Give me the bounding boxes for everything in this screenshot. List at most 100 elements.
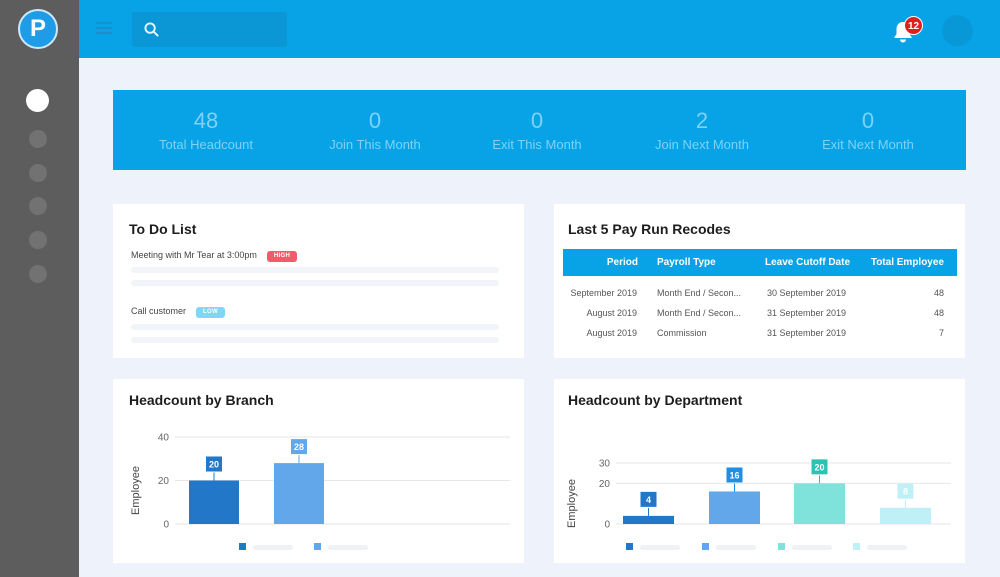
column-header[interactable]: Payroll Type bbox=[657, 257, 716, 268]
data-label-box bbox=[291, 439, 307, 455]
bar bbox=[189, 480, 239, 524]
legend-label-placeholder bbox=[716, 545, 756, 550]
payrun-title: Last 5 Pay Run Recodes bbox=[568, 221, 731, 237]
y-axis-label: Employee bbox=[566, 479, 578, 528]
table-cell: 30 September 2019 bbox=[767, 288, 847, 298]
chart-title: Headcount by Branch bbox=[129, 392, 274, 408]
table-cell: Commission bbox=[657, 328, 707, 338]
column-header[interactable]: Total Employee bbox=[870, 257, 944, 268]
table-cell: 7 bbox=[938, 328, 944, 338]
stat-exit-this-month: 0 Exit This Month bbox=[452, 108, 622, 154]
stat-label: Join Next Month bbox=[655, 137, 749, 152]
legend-label-placeholder bbox=[792, 545, 832, 550]
sidebar-item-6[interactable] bbox=[29, 265, 47, 283]
data-label-box bbox=[726, 467, 743, 483]
y-tick-label: 20 bbox=[158, 476, 170, 487]
skeleton-line bbox=[131, 280, 499, 286]
legend-label-placeholder bbox=[640, 545, 680, 550]
bar bbox=[623, 515, 674, 524]
data-label-box bbox=[206, 456, 222, 472]
branch-bar-chart: 0 20 40 Employee 20 28 bbox=[130, 433, 510, 550]
todo-item[interactable]: Meeting with Mr Tear at 3:00pm HIGH bbox=[131, 250, 298, 262]
data-label: 28 bbox=[294, 442, 304, 452]
column-header[interactable]: Period bbox=[606, 257, 638, 268]
department-bar-chart: 0 20 30 Employee 4 16 20 8 bbox=[566, 459, 951, 550]
department-chart-card: Headcount by Department 0 20 30 Employee 4 16… bbox=[554, 379, 965, 563]
stat-value: 48 bbox=[193, 108, 219, 133]
app-logo[interactable]: P bbox=[18, 9, 58, 49]
bar bbox=[274, 463, 324, 524]
legend-swatch bbox=[239, 543, 246, 550]
sidebar-item-2[interactable] bbox=[29, 130, 47, 148]
bar bbox=[794, 483, 845, 524]
y-tick-label: 20 bbox=[599, 479, 611, 490]
stat-label: Total Headcount bbox=[159, 137, 253, 152]
todo-title: To Do List bbox=[129, 221, 197, 237]
legend-swatch bbox=[626, 543, 633, 550]
table-cell: 48 bbox=[933, 308, 944, 318]
sidebar-item-4[interactable] bbox=[29, 197, 47, 215]
table-cell: August 2019 bbox=[586, 308, 637, 318]
skeleton-line bbox=[131, 324, 499, 330]
legend-label-placeholder bbox=[867, 545, 907, 550]
data-label: 20 bbox=[209, 460, 219, 470]
table-cell: Month End / Secon... bbox=[657, 308, 742, 318]
legend-label-placeholder bbox=[253, 545, 293, 550]
bar bbox=[709, 491, 760, 524]
logo-letter: P bbox=[29, 15, 46, 42]
stat-value: 0 bbox=[861, 108, 875, 133]
legend-swatch bbox=[314, 543, 321, 550]
y-tick-label: 0 bbox=[604, 520, 610, 531]
table-cell: August 2019 bbox=[586, 328, 637, 338]
priority-badge: LOW bbox=[196, 307, 225, 318]
data-label-box bbox=[897, 483, 914, 499]
legend-swatch bbox=[702, 543, 709, 550]
stat-total-headcount: 48 Total Headcount bbox=[121, 108, 291, 154]
sidebar-item-5[interactable] bbox=[29, 231, 47, 249]
y-axis-label: Employee bbox=[130, 466, 142, 515]
sidebar-item-dashboard[interactable] bbox=[26, 89, 49, 112]
top-header: 12 bbox=[79, 0, 1000, 58]
legend-swatch bbox=[853, 543, 860, 550]
data-label: 16 bbox=[729, 470, 739, 480]
payrun-card: Last 5 Pay Run Recodes Period Payroll Ty… bbox=[554, 204, 965, 358]
headcount-summary: 48 Total Headcount 0 Join This Month 0 E… bbox=[113, 90, 966, 170]
y-tick-label: 30 bbox=[599, 459, 611, 470]
table-cell: 31 September 2019 bbox=[767, 328, 847, 338]
data-label-box bbox=[811, 459, 828, 475]
todo-item[interactable]: Call customer LOW bbox=[131, 306, 225, 318]
stat-value: 0 bbox=[368, 108, 382, 133]
y-tick-label: 0 bbox=[163, 520, 169, 531]
stat-label: Join This Month bbox=[329, 137, 421, 152]
stat-exit-next-month: 0 Exit Next Month bbox=[783, 108, 953, 154]
bar bbox=[880, 507, 931, 524]
todo-card: To Do List Meeting with Mr Tear at 3:00p… bbox=[113, 204, 524, 358]
sidebar-item-3[interactable] bbox=[29, 164, 47, 182]
table-cell: 31 September 2019 bbox=[767, 308, 847, 318]
stat-value: 2 bbox=[695, 108, 709, 133]
table-cell: 48 bbox=[933, 288, 944, 298]
column-header[interactable]: Leave Cutoff Date bbox=[765, 257, 851, 268]
data-label: 4 bbox=[646, 495, 651, 505]
avatar[interactable] bbox=[942, 15, 973, 46]
stat-join-this-month: 0 Join This Month bbox=[290, 108, 460, 154]
stat-join-next-month: 2 Join Next Month bbox=[617, 108, 787, 154]
y-tick-label: 40 bbox=[158, 433, 170, 444]
data-label-box bbox=[640, 491, 657, 507]
table-header: Period Payroll Type Leave Cutoff Date To… bbox=[563, 249, 957, 276]
skeleton-line bbox=[131, 267, 499, 273]
search-icon bbox=[144, 22, 159, 37]
data-label: 8 bbox=[903, 487, 908, 497]
stat-label: Exit Next Month bbox=[822, 137, 914, 152]
search-input[interactable] bbox=[132, 12, 287, 47]
stat-label: Exit This Month bbox=[492, 137, 582, 152]
menu-icon[interactable] bbox=[96, 22, 112, 34]
priority-badge: HIGH bbox=[266, 251, 298, 262]
chart-title: Headcount by Department bbox=[568, 392, 743, 408]
todo-item-text: Meeting with Mr Tear at 3:00pm bbox=[131, 250, 257, 260]
legend-label-placeholder bbox=[328, 545, 368, 550]
notification-badge: 12 bbox=[904, 16, 923, 35]
sidebar: P bbox=[0, 0, 79, 577]
stat-value: 0 bbox=[530, 108, 544, 133]
legend-swatch bbox=[778, 543, 785, 550]
